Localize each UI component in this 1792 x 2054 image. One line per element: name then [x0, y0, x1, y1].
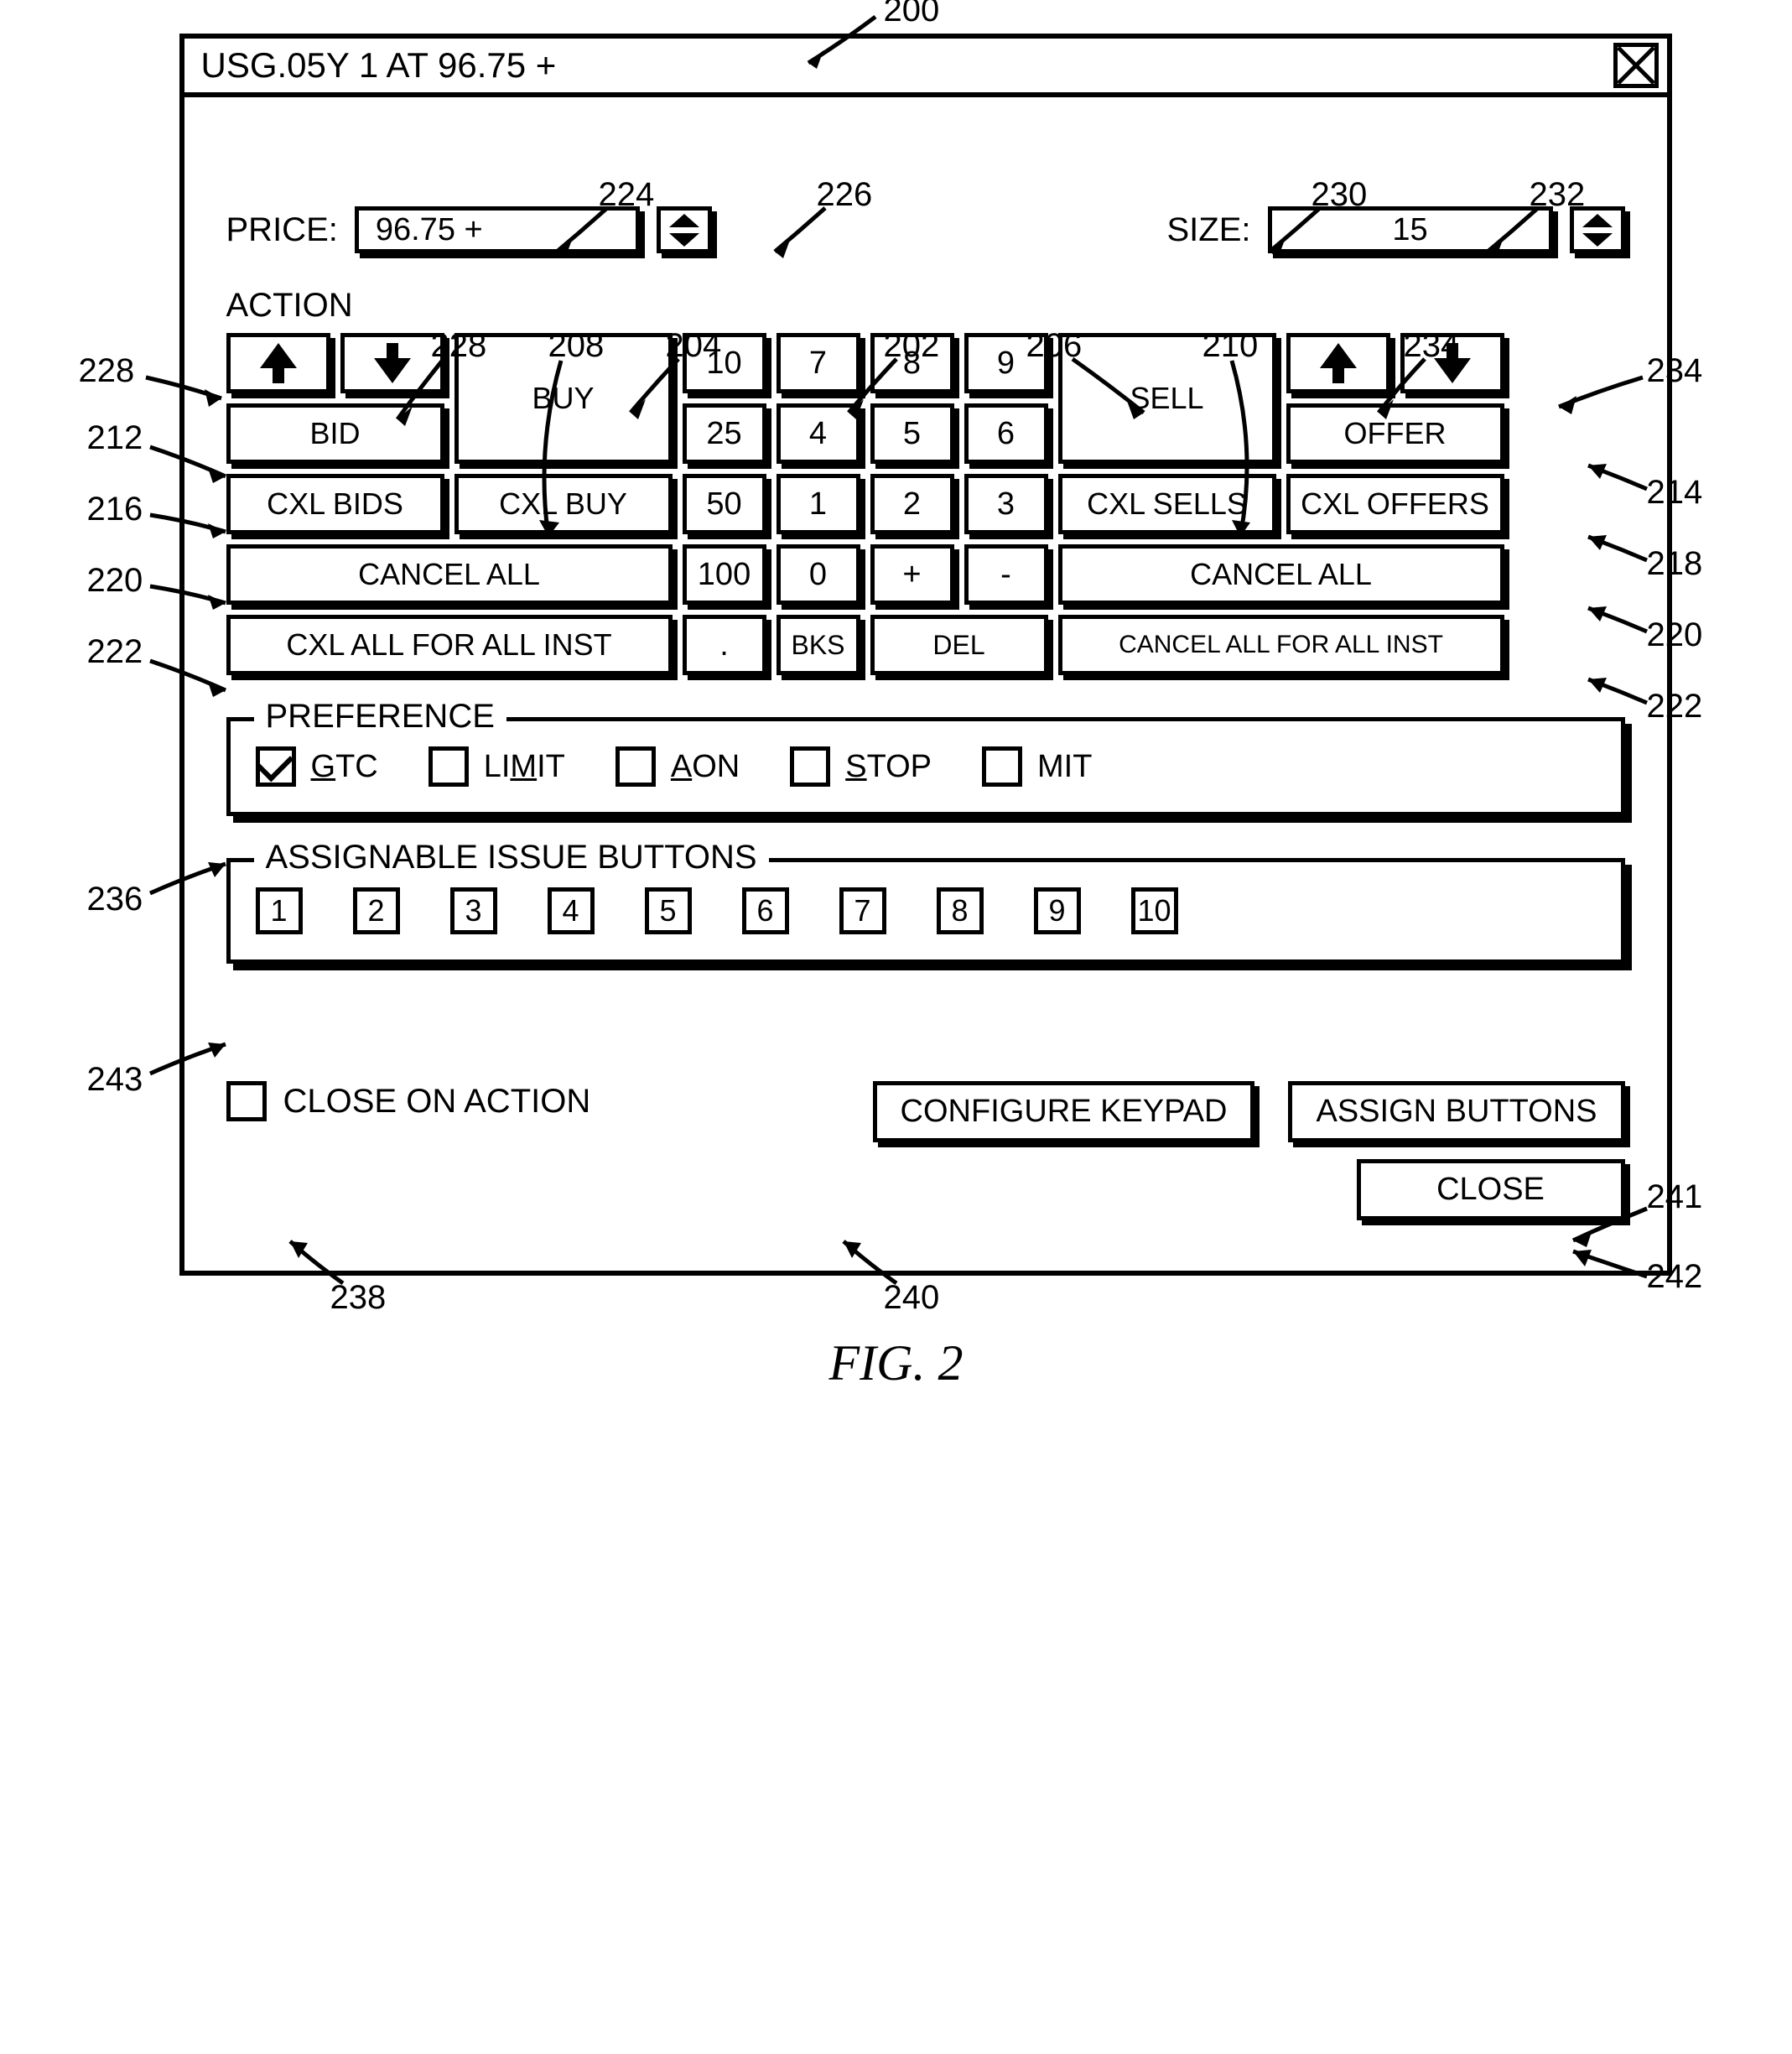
checkbox-icon[interactable] — [256, 746, 296, 787]
issue-legend: ASSIGNABLE ISSUE BUTTONS — [254, 839, 769, 876]
configure-keypad-button[interactable]: CONFIGURE KEYPAD — [873, 1081, 1255, 1142]
close-button[interactable]: CLOSE — [1357, 1159, 1625, 1220]
buy-button[interactable]: BUY — [454, 333, 673, 464]
offer-down-button[interactable] — [1400, 333, 1504, 393]
callout-238: 238 — [330, 1279, 387, 1316]
key-2-button[interactable]: 2 — [870, 474, 954, 534]
titlebar: USG.05Y 1 AT 96.75 + — [184, 39, 1667, 97]
issue-button-10[interactable]: 10 — [1131, 887, 1178, 934]
arrow-down-icon — [374, 358, 411, 383]
size-field[interactable]: 15 — [1268, 206, 1553, 253]
action-down-button[interactable] — [340, 333, 444, 393]
price-spinner[interactable] — [657, 206, 712, 253]
key-plus-button[interactable]: + — [870, 544, 954, 605]
preset-10-button[interactable]: 10 — [683, 333, 766, 393]
issue-button-3[interactable]: 3 — [450, 887, 497, 934]
preset-100-button[interactable]: 100 — [683, 544, 766, 605]
key-3-button[interactable]: 3 — [964, 474, 1048, 534]
key-0-button[interactable]: 0 — [777, 544, 860, 605]
assign-buttons-button[interactable]: ASSIGN BUTTONS — [1288, 1081, 1624, 1142]
key-bks-button[interactable]: BKS — [777, 615, 860, 675]
issue-button-1[interactable]: 1 — [256, 887, 303, 934]
key-del-button[interactable]: DEL — [870, 615, 1048, 675]
cxl-all-inst-left-button[interactable]: CXL ALL FOR ALL INST — [226, 615, 673, 675]
trading-window: USG.05Y 1 AT 96.75 + PRICE: 96.75 + SIZE… — [179, 34, 1672, 1276]
pref-limit[interactable]: LIMIT — [429, 746, 565, 787]
checkbox-icon[interactable] — [226, 1081, 267, 1121]
checkbox-icon[interactable] — [982, 746, 1022, 787]
cxl-buy-button[interactable]: CXL BUY — [454, 474, 673, 534]
preset-50-button[interactable]: 50 — [683, 474, 766, 534]
key-4-button[interactable]: 4 — [777, 403, 860, 464]
issue-button-9[interactable]: 9 — [1034, 887, 1081, 934]
preset-25-button[interactable]: 25 — [683, 403, 766, 464]
arrow-down-icon — [1434, 358, 1471, 383]
window-title: USG.05Y 1 AT 96.75 + — [201, 45, 1613, 86]
checkbox-icon[interactable] — [790, 746, 830, 787]
key-9-button[interactable]: 9 — [964, 333, 1048, 393]
cancel-all-right-button[interactable]: CANCEL ALL — [1058, 544, 1504, 605]
callout-243: 243 — [87, 1061, 143, 1098]
issue-button-7[interactable]: 7 — [839, 887, 886, 934]
offer-up-button[interactable] — [1286, 333, 1390, 393]
price-field[interactable]: 96.75 + — [355, 206, 640, 253]
price-up-icon[interactable] — [669, 214, 699, 227]
arrow-up-icon — [260, 343, 297, 368]
bid-button[interactable]: BID — [226, 403, 444, 464]
preference-fieldset: PREFERENCE GTC LIMIT AON — [226, 717, 1625, 816]
cxl-all-inst-right-button[interactable]: CANCEL ALL FOR ALL INST — [1058, 615, 1504, 675]
sell-button[interactable]: SELL — [1058, 333, 1276, 464]
size-down-icon[interactable] — [1582, 233, 1613, 247]
key-1-button[interactable]: 1 — [777, 474, 860, 534]
callout-220l: 220 — [87, 562, 143, 599]
arrow-up-icon — [1320, 343, 1357, 368]
checkbox-icon[interactable] — [616, 746, 656, 787]
cxl-sells-button[interactable]: CXL SELLS — [1058, 474, 1276, 534]
action-label: ACTION — [226, 287, 353, 325]
issue-fieldset: ASSIGNABLE ISSUE BUTTONS 1 2 3 4 5 6 7 8… — [226, 858, 1625, 964]
key-7-button[interactable]: 7 — [777, 333, 860, 393]
offer-button[interactable]: OFFER — [1286, 403, 1504, 464]
action-up-button[interactable] — [226, 333, 330, 393]
action-grid: BUY 10 7 8 9 SELL BID 25 4 5 — [226, 333, 1625, 675]
callout-212: 212 — [87, 419, 143, 456]
issue-button-4[interactable]: 4 — [548, 887, 595, 934]
checkbox-icon[interactable] — [429, 746, 469, 787]
size-spinner[interactable] — [1570, 206, 1625, 253]
callout-240: 240 — [884, 1279, 940, 1316]
cxl-bids-button[interactable]: CXL BIDS — [226, 474, 444, 534]
issue-button-6[interactable]: 6 — [742, 887, 789, 934]
key-minus-button[interactable]: - — [964, 544, 1048, 605]
callout-228a: 228 — [79, 352, 135, 389]
pref-stop[interactable]: STOP — [790, 746, 932, 787]
size-up-icon[interactable] — [1582, 214, 1613, 227]
preset-dot-button[interactable]: . — [683, 615, 766, 675]
cancel-all-left-button[interactable]: CANCEL ALL — [226, 544, 673, 605]
issue-button-5[interactable]: 5 — [645, 887, 692, 934]
pref-aon[interactable]: AON — [616, 746, 740, 787]
pref-mit[interactable]: MIT — [982, 746, 1092, 787]
price-down-icon[interactable] — [669, 233, 699, 247]
callout-216: 216 — [87, 491, 143, 528]
size-label: SIZE: — [1166, 211, 1250, 249]
issue-button-8[interactable]: 8 — [937, 887, 984, 934]
key-8-button[interactable]: 8 — [870, 333, 954, 393]
cxl-offers-button[interactable]: CXL OFFERS — [1286, 474, 1504, 534]
callout-222l: 222 — [87, 633, 143, 670]
issue-button-2[interactable]: 2 — [353, 887, 400, 934]
close-icon[interactable] — [1613, 43, 1659, 88]
preference-legend: PREFERENCE — [254, 698, 506, 736]
price-label: PRICE: — [226, 211, 338, 249]
key-6-button[interactable]: 6 — [964, 403, 1048, 464]
callout-236: 236 — [87, 881, 143, 918]
pref-gtc[interactable]: GTC — [256, 746, 378, 787]
callout-200: 200 — [884, 0, 940, 29]
key-5-button[interactable]: 5 — [870, 403, 954, 464]
close-on-action[interactable]: CLOSE ON ACTION — [226, 1081, 591, 1121]
figure-label: FIG. 2 — [79, 1334, 1714, 1392]
